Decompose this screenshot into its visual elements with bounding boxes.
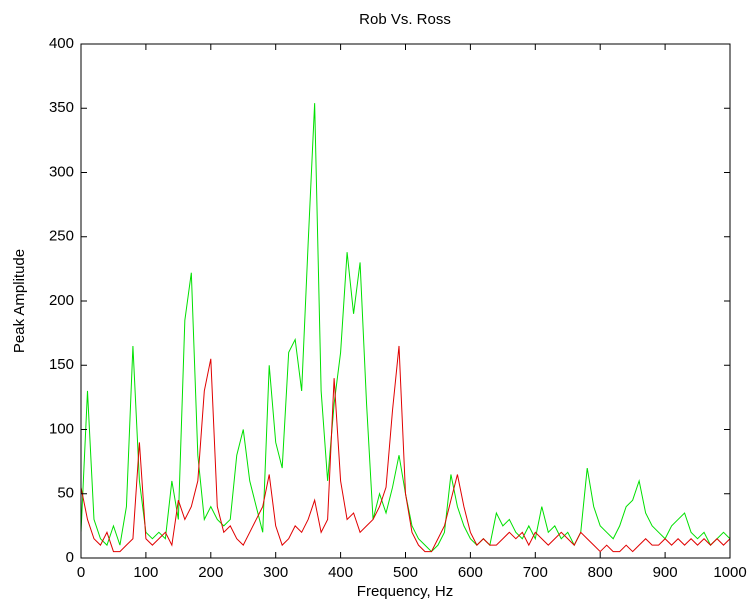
y-tick-label: 350 — [49, 99, 74, 116]
x-tick-label: 600 — [458, 564, 483, 581]
x-tick-label: 200 — [198, 564, 223, 581]
y-tick-label: 0 — [66, 549, 74, 566]
x-tick-label: 400 — [328, 564, 353, 581]
x-tick-label: 700 — [523, 564, 548, 581]
x-tick-label: 900 — [653, 564, 678, 581]
x-tick-label: 0 — [77, 564, 85, 581]
x-tick-label: 800 — [588, 564, 613, 581]
y-tick-label: 400 — [49, 35, 74, 52]
y-tick-label: 150 — [49, 356, 74, 373]
y-axis-label: Peak Amplitude — [11, 249, 28, 353]
y-tick-label: 300 — [49, 163, 74, 180]
y-tick-label: 250 — [49, 228, 74, 245]
y-tick-label: 200 — [49, 292, 74, 309]
x-tick-label: 500 — [393, 564, 418, 581]
data-line — [80, 345, 731, 553]
x-tick-label: 300 — [263, 564, 288, 581]
y-tick-label: 50 — [57, 485, 74, 502]
y-tick-label: 100 — [49, 420, 74, 437]
x-tick-label: 100 — [133, 564, 158, 581]
x-axis-label: Frequency, Hz — [357, 583, 453, 600]
x-tick-label: 1000 — [713, 564, 746, 581]
chart-title: Rob Vs. Ross — [359, 11, 451, 28]
